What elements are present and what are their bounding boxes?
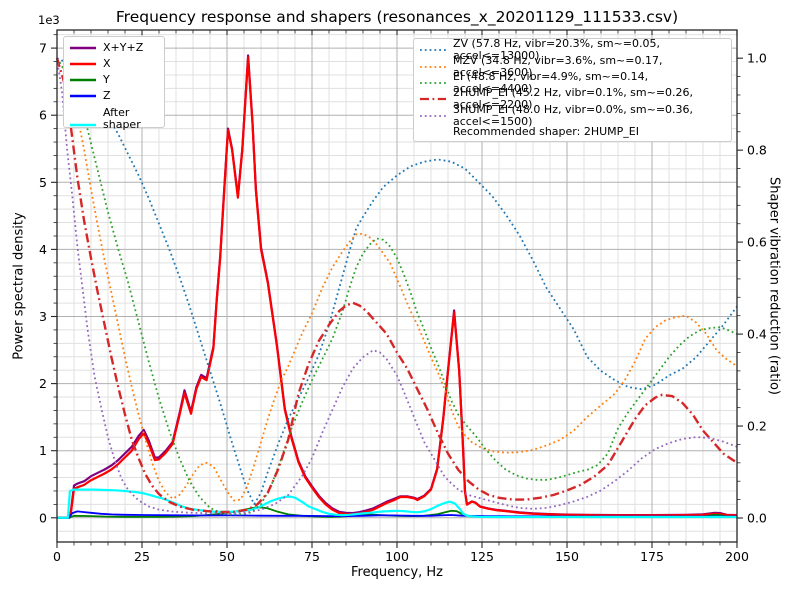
legend-swatch-line (70, 123, 96, 127)
y-axis-label-left: Power spectral density (11, 212, 27, 360)
y-left-tick-label: 6 (39, 108, 47, 123)
recommended-shaper-text: Recommended shaper: 2HUMP_EI (453, 125, 639, 139)
x-tick-label: 0 (53, 549, 61, 564)
y-left-tick-label: 2 (39, 376, 47, 391)
series-3hump-ei (56, 58, 738, 515)
legend-swatch-line (420, 98, 446, 101)
legend-item: Z (69, 88, 158, 104)
legend-item-label: Y (103, 73, 110, 86)
y-left-tick-label: 3 (39, 309, 47, 324)
x-tick-label: 125 (470, 549, 494, 564)
legend-item: 3HUMP_EI (48.0 Hz, vibr=0.0%, sm~=0.36, … (419, 103, 725, 127)
legend-item-label: 2HUMP_EI (45.2 Hz, vibr=0.1%, sm~=0.26, … (453, 86, 694, 112)
y-left-tick-label: 4 (39, 242, 47, 257)
y-right-tick-label: 0.6 (747, 235, 767, 250)
x-tick-label: 175 (640, 549, 664, 564)
legend-swatch-line (420, 65, 446, 68)
x-tick-label: 25 (134, 549, 150, 564)
legend-item-label: MZV (34.8 Hz, vibr=3.6%, sm~=0.17, accel… (453, 53, 663, 79)
legend-swatch-line (70, 62, 96, 66)
y-right-tick-label: 0.0 (747, 511, 767, 526)
y-left-tick-label: 7 (39, 41, 47, 56)
x-tick-label: 50 (219, 549, 235, 564)
y-right-tick-label: 0.2 (747, 419, 767, 434)
legend-item: X+Y+Z (69, 40, 158, 56)
legend-item: EI (48.8 Hz, vibr=4.9%, sm~=0.14, accel<… (419, 70, 725, 94)
y-right-tick-label: 1.0 (747, 51, 767, 66)
y-axis-label-right: Shaper vibration reduction (ratio) (766, 177, 782, 395)
legend-item: Y (69, 72, 158, 88)
legend-swatch-line (70, 46, 96, 50)
series-after-shaper (57, 488, 737, 519)
y-left-tick-label: 5 (39, 175, 47, 190)
x-tick-label: 150 (555, 549, 579, 564)
legend-item-label: After shaper (103, 106, 141, 131)
legend-psd: X+Y+Z X Y Z After shaper (63, 36, 165, 131)
legend-item: After shaper (69, 104, 158, 132)
legend-swatch-line (420, 114, 446, 117)
series-x (57, 56, 738, 519)
legend-item-label: X+Y+Z (103, 41, 144, 54)
x-tick-label: 200 (725, 549, 749, 564)
x-axis-label: Frequency, Hz (350, 565, 444, 580)
chart-title: Frequency response and shapers (resonanc… (115, 8, 679, 26)
y-right-tick-label: 0.8 (747, 143, 767, 158)
y-left-tick-label: 1 (39, 443, 47, 458)
series-ei (56, 57, 738, 516)
axis-tick-labels: 0 25 50 75 100 125 150 175 200 0 1 2 3 4 5 6 7 0.0 0.2 0.4 0… (39, 41, 767, 564)
legend-item: ZV (57.8 Hz, vibr=20.3%, sm~=0.05, accel… (419, 38, 725, 62)
series-lines (55, 54, 738, 519)
legend-swatch-line (420, 82, 446, 84)
legend-item-label: X (103, 57, 111, 70)
y-right-tick-label: 0.4 (747, 327, 767, 342)
y-left-tick-label: 0 (39, 510, 47, 525)
x-tick-label: 100 (385, 549, 409, 564)
series-zv (56, 57, 738, 506)
legend-item: 2HUMP_EI (45.2 Hz, vibr=0.1%, sm~=0.26, … (419, 87, 725, 111)
legend-shapers: ZV (57.8 Hz, vibr=20.3%, sm~=0.05, accel… (413, 38, 732, 142)
legend-item-label: Z (103, 89, 111, 102)
legend-swatch-line (420, 49, 446, 52)
series-2hump-ei (55, 57, 738, 514)
legend-item-label: EI (48.8 Hz, vibr=4.9%, sm~=0.14, accel<… (453, 69, 649, 95)
legend-swatch-line (70, 94, 96, 98)
x-tick-label: 75 (304, 549, 320, 564)
legend-swatch-line (70, 78, 96, 82)
legend-recommended-shaper: Recommended shaper: 2HUMP_EI (419, 124, 725, 140)
legend-item-label: ZV (57.8 Hz, vibr=20.3%, sm~=0.05, accel… (453, 37, 660, 63)
series-mzv (56, 57, 738, 502)
axis-ticks (51, 30, 743, 548)
legend-item: X (69, 56, 158, 72)
legend-item: MZV (34.8 Hz, vibr=3.6%, sm~=0.17, accel… (419, 54, 725, 78)
y-axis-multiplier: 1e3 (38, 13, 60, 27)
legend-item-label: 3HUMP_EI (48.0 Hz, vibr=0.0%, sm~=0.36, … (453, 102, 694, 128)
